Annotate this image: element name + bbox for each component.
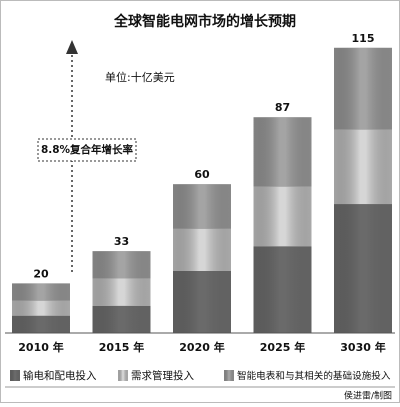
bar-segment (253, 186, 312, 247)
bar-segment (92, 278, 151, 306)
legend-swatch (118, 370, 128, 381)
total-label: 87 (275, 101, 290, 114)
bar-segment (253, 246, 312, 333)
bar-segment (12, 315, 70, 333)
legend-swatch (224, 370, 234, 381)
bar-segment (173, 184, 231, 229)
annotation: 8.8%复合年增长率 (41, 143, 134, 156)
x-tick-label: 3030 年 (340, 340, 385, 354)
bar-segment (12, 283, 70, 301)
bar-segment (12, 300, 70, 316)
total-label: 60 (194, 168, 210, 181)
legend-label: 输电和配电投入 (23, 369, 97, 382)
bar-segment (334, 129, 392, 205)
legend-label: 智能电表和与其相关的基础设施投入 (237, 370, 391, 382)
x-tick-label: 2020 年 (179, 340, 224, 354)
total-label: 33 (114, 235, 129, 248)
bar-segment (173, 228, 231, 271)
bar-segment (92, 251, 151, 279)
total-label: 115 (352, 32, 375, 45)
bar-segment (334, 47, 392, 130)
legend-label: 需求管理投入 (131, 369, 194, 382)
total-label: 20 (33, 267, 49, 280)
arrow-head (66, 40, 78, 54)
bar-segment (334, 204, 392, 333)
bar-segment (253, 117, 312, 187)
legend-swatch (10, 370, 20, 381)
x-tick-label: 2010 年 (18, 340, 63, 354)
credit: 侯进雷/制图 (344, 390, 392, 402)
annotation-box (37, 138, 137, 162)
x-tick-label: 2025 年 (260, 340, 305, 354)
chart-title: 全球智能电网市场的增长预期 (113, 13, 296, 30)
bar-segment (173, 271, 231, 333)
bar-segment (92, 305, 151, 333)
x-tick-label: 2015 年 (99, 340, 144, 354)
unit-note: 单位:十亿美元 (105, 70, 175, 84)
